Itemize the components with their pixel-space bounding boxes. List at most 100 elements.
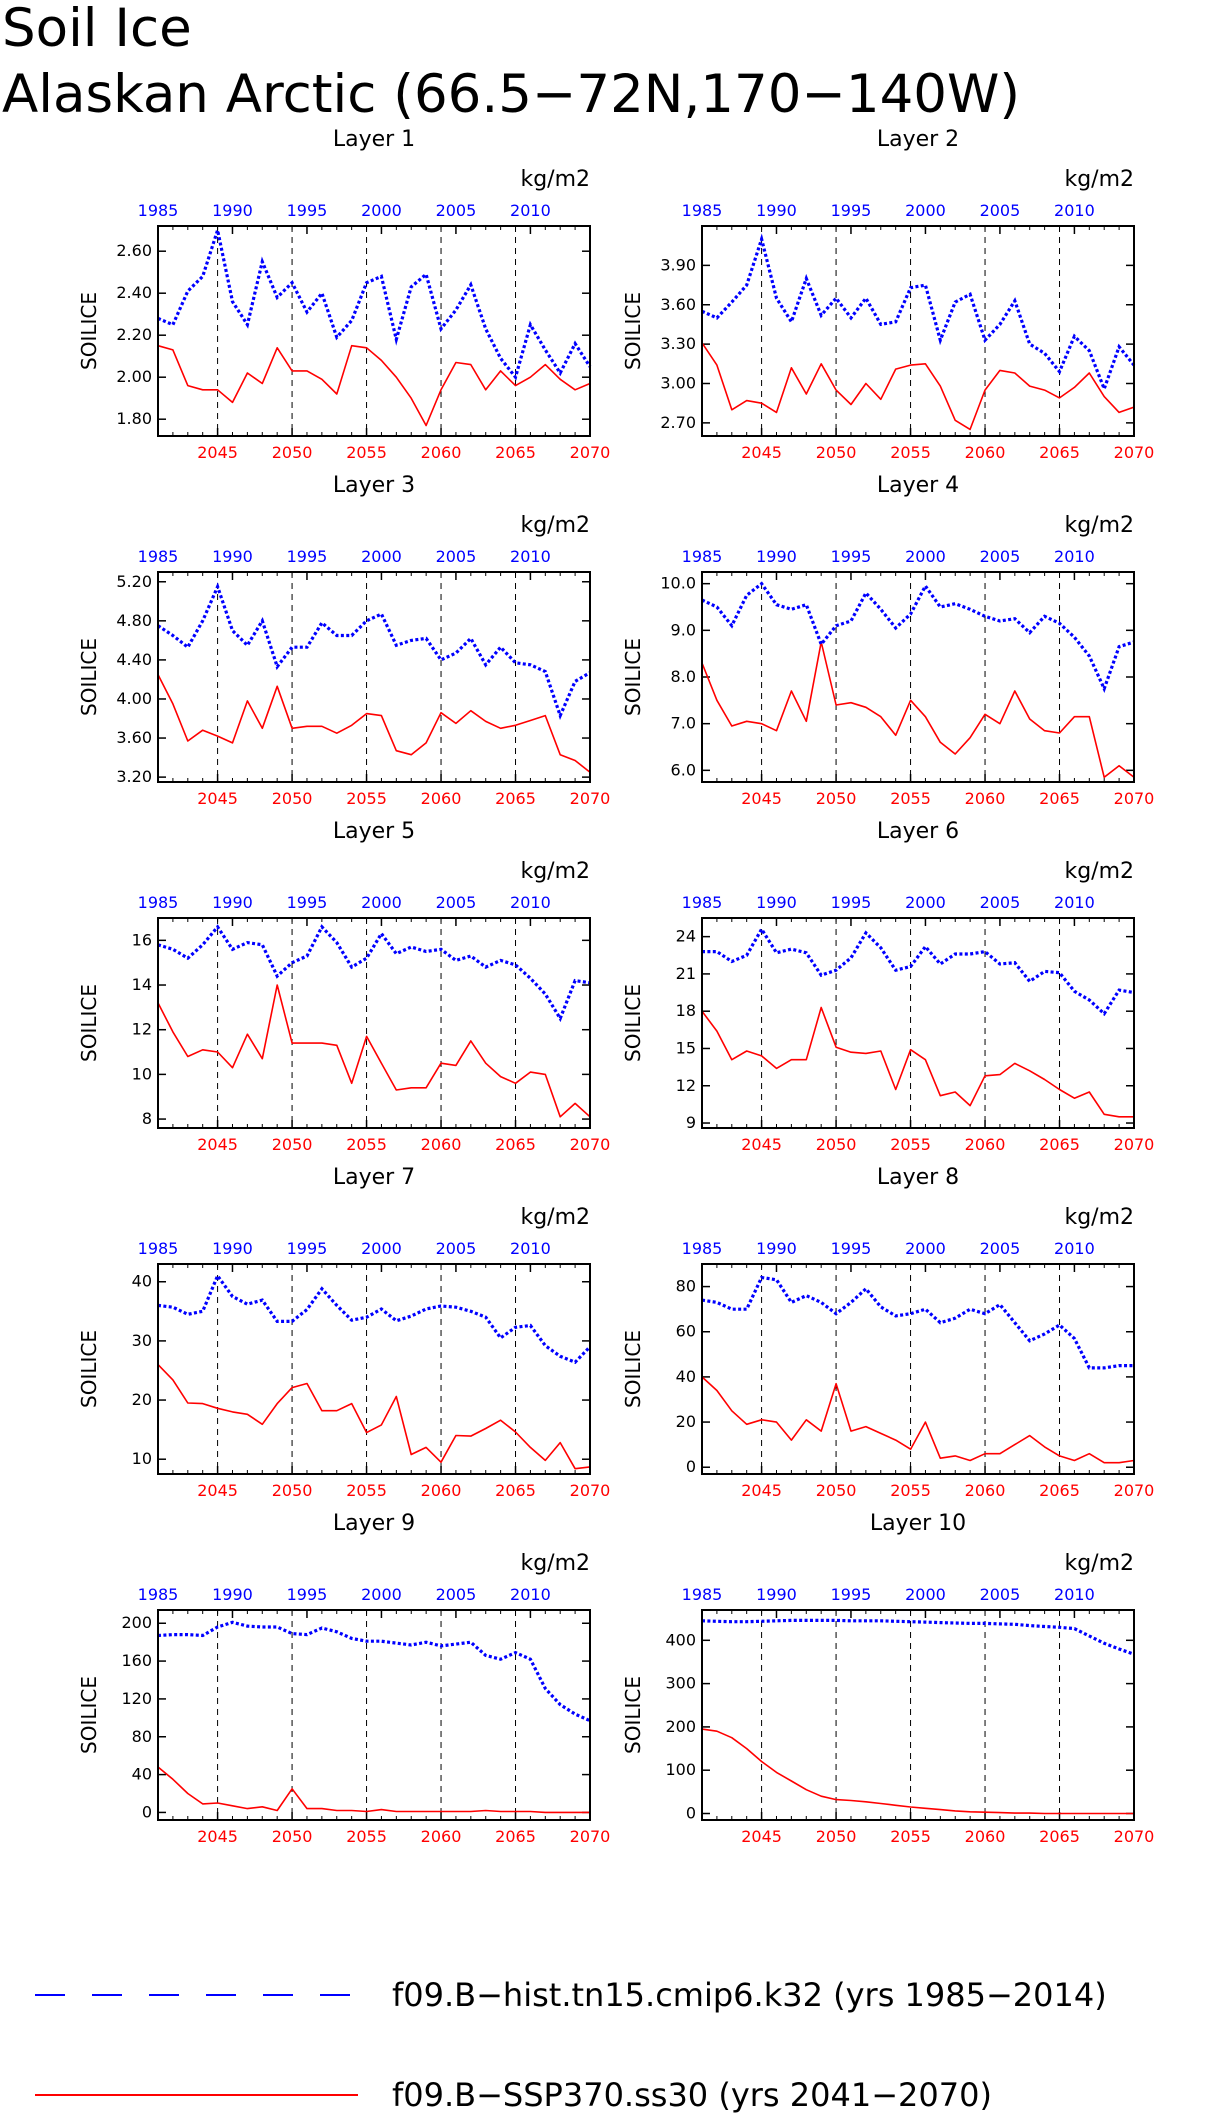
layer-5-top-tick-label: 1995 — [287, 893, 328, 912]
layer-3-top-tick-label: 2010 — [510, 547, 551, 566]
layer-5-panel: Layer 5 kg/m2 2045 2050 2055 2060 2065 2070 1985… — [77, 819, 610, 1154]
layer-7-y-tick-label: 40 — [132, 1272, 152, 1291]
layer-3-bottom-tick-label: 2065 — [495, 789, 536, 808]
layer-3-top-tick-label: 2005 — [436, 547, 477, 566]
layer-4-series-hist-line — [701, 581, 1135, 693]
layer-3-panel: Layer 3 kg/m2 2045 2050 2055 2060 2065 2070 1985… — [77, 473, 610, 808]
layer-6-units: kg/m2 — [1064, 859, 1134, 884]
layer-9-y-tick-label: 200 — [121, 1613, 152, 1632]
layer-5-top-tick-label: 2010 — [510, 893, 551, 912]
layer-2-bottom-tick-label: 2055 — [890, 443, 931, 462]
layer-10-bottom-tick-label: 2065 — [1039, 1827, 1080, 1846]
layer-2-top-tick-label: 2010 — [1054, 201, 1095, 220]
layer-5-y-tick-label: 10 — [132, 1064, 152, 1083]
layer-10-series-future-line — [701, 1728, 1134, 1815]
layer-9-top-tick-label: 2000 — [361, 1585, 402, 1604]
layer-4-top-tick-label: 1995 — [831, 547, 872, 566]
layer-8-bottom-tick-label: 2065 — [1039, 1481, 1080, 1500]
layer-10-top-tick-label: 2005 — [980, 1585, 1021, 1604]
layer-3-top-tick-label: 1995 — [287, 547, 328, 566]
layer-3-bottom-tick-label: 2060 — [421, 789, 462, 808]
layer-5-bottom-tick-label: 2050 — [272, 1135, 313, 1154]
layer-8-series-future-line — [701, 1376, 1135, 1464]
layer-5-plot-frame — [157, 917, 591, 1129]
layer-6-bottom-tick-label: 2070 — [1114, 1135, 1155, 1154]
layer-3-y-tick-label: 3.20 — [116, 767, 152, 786]
layer-4-bottom-tick-label: 2065 — [1039, 789, 1080, 808]
layer-6-y-tick-label: 15 — [676, 1038, 696, 1057]
layer-6-bottom-tick-label: 2055 — [890, 1135, 931, 1154]
layer-5-units: kg/m2 — [520, 859, 590, 884]
layer-6-y-axis-label: SOILICE — [621, 984, 645, 1062]
layer-3-y-tick-label: 4.00 — [116, 689, 152, 708]
layer-6-top-tick-label: 2010 — [1054, 893, 1095, 912]
layer-2-panel: Layer 2 kg/m2 2045 2050 2055 2060 2065 2070 1985… — [621, 127, 1154, 462]
layer-6-bottom-tick-label: 2060 — [965, 1135, 1006, 1154]
layer-10-bottom-tick-label: 2060 — [965, 1827, 1006, 1846]
layer-7-series-hist-line — [157, 1272, 592, 1365]
layer-2-top-tick-label: 1985 — [682, 201, 723, 220]
layer-1-panel: Layer 1 kg/m2 2045 2050 2055 2060 2065 2070 1985… — [77, 127, 610, 462]
layer-8-series-hist-line — [701, 1275, 1134, 1370]
layer-1-series-hist-line — [157, 223, 592, 381]
layer-6-bottom-tick-label: 2065 — [1039, 1135, 1080, 1154]
layer-8-bottom-tick-label: 2070 — [1114, 1481, 1155, 1500]
layer-8-y-tick-label: 20 — [676, 1412, 696, 1431]
layer-6-top-tick-label: 1985 — [682, 893, 723, 912]
layer-9-bottom-tick-label: 2055 — [346, 1827, 387, 1846]
layer-9-series-hist-line — [157, 1620, 591, 1723]
layer-2-title: Layer 2 — [877, 127, 959, 152]
layer-10-plot-frame — [701, 1609, 1135, 1821]
layer-10-bottom-tick-label: 2050 — [816, 1827, 857, 1846]
layer-7-top-tick-label: 1990 — [212, 1239, 253, 1258]
layer-8-top-tick-label: 1990 — [756, 1239, 797, 1258]
layer-6-title: Layer 6 — [877, 819, 959, 844]
legend-label-future: f09.B−SSP370.ss30 (yrs 2041−2070) — [392, 2076, 992, 2114]
layer-1-top-tick-label: 2000 — [361, 201, 402, 220]
layer-5-bottom-tick-label: 2060 — [421, 1135, 462, 1154]
layer-5-title: Layer 5 — [333, 819, 415, 844]
layer-7-bottom-tick-label: 2060 — [421, 1481, 462, 1500]
layer-7-top-tick-label: 2000 — [361, 1239, 402, 1258]
layer-6-y-tick-label: 12 — [676, 1076, 696, 1095]
layer-10-title: Layer 10 — [870, 1511, 966, 1536]
layer-9-plot-frame — [157, 1609, 591, 1821]
layer-4-bottom-tick-label: 2055 — [890, 789, 931, 808]
layer-9-y-axis-label: SOILICE — [77, 1676, 101, 1754]
layer-5-top-tick-label: 2005 — [436, 893, 477, 912]
layer-5-y-tick-label: 8 — [142, 1109, 152, 1128]
layer-5-bottom-tick-label: 2065 — [495, 1135, 536, 1154]
layer-5-top-tick-label: 1985 — [138, 893, 179, 912]
layer-6-top-tick-label: 1990 — [756, 893, 797, 912]
layer-10-top-tick-label: 2010 — [1054, 1585, 1095, 1604]
figure-title-line-2: Alaskan Arctic (66.5−72N,170−140W) — [2, 64, 1020, 125]
layer-8-top-tick-label: 1995 — [831, 1239, 872, 1258]
layer-10-top-tick-label: 1985 — [682, 1585, 723, 1604]
layer-3-top-tick-label: 1990 — [212, 547, 253, 566]
layer-2-y-axis-label: SOILICE — [621, 292, 645, 370]
layer-4-panel: Layer 4 kg/m2 2045 2050 2055 2060 2065 2070 1985… — [621, 473, 1154, 808]
layer-4-units: kg/m2 — [1064, 513, 1134, 538]
layer-1-bottom-tick-label: 2065 — [495, 443, 536, 462]
layer-2-y-tick-label: 3.30 — [660, 334, 696, 353]
layer-4-y-tick-label: 8.0 — [671, 667, 696, 686]
layer-4-title: Layer 4 — [877, 473, 959, 498]
layer-4-bottom-tick-label: 2045 — [741, 789, 782, 808]
layer-2-plot-frame — [701, 225, 1135, 437]
layer-8-y-axis-label: SOILICE — [621, 1330, 645, 1408]
layer-1-top-tick-label: 2010 — [510, 201, 551, 220]
layer-3-y-axis-label: SOILICE — [77, 638, 101, 716]
layer-9-bottom-tick-label: 2065 — [495, 1827, 536, 1846]
layer-9-bottom-tick-label: 2060 — [421, 1827, 462, 1846]
layer-10-top-tick-label: 1995 — [831, 1585, 872, 1604]
layer-6-y-tick-label: 9 — [686, 1113, 696, 1132]
layer-9-y-tick-label: 40 — [132, 1765, 152, 1784]
layer-5-bottom-tick-label: 2045 — [197, 1135, 238, 1154]
layer-9-top-tick-label: 2010 — [510, 1585, 551, 1604]
layer-4-top-tick-label: 1990 — [756, 547, 797, 566]
layer-1-y-tick-label: 2.40 — [116, 283, 152, 302]
layer-7-plot-frame — [157, 1263, 591, 1475]
layer-6-y-tick-label: 21 — [676, 964, 696, 983]
layer-4-top-tick-label: 2000 — [905, 547, 946, 566]
layer-1-bottom-tick-label: 2055 — [346, 443, 387, 462]
